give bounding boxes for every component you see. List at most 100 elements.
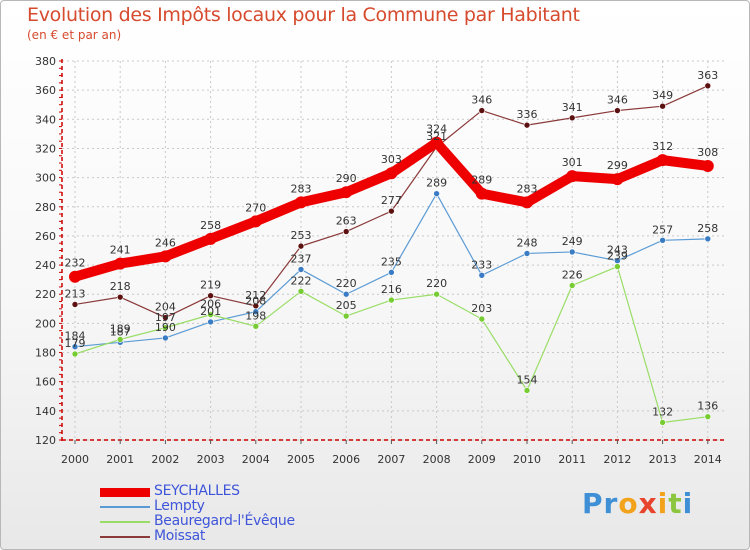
data-point — [614, 107, 621, 114]
data-point — [568, 114, 576, 122]
data-point — [478, 271, 486, 279]
data-point — [342, 290, 350, 298]
data-label: 258 — [697, 222, 718, 235]
data-point — [252, 322, 260, 330]
data-point — [614, 263, 621, 270]
x-tick-label: 2005 — [287, 453, 315, 466]
data-label: 204 — [155, 301, 176, 314]
data-point — [659, 102, 666, 110]
x-tick-label: 2009 — [468, 453, 496, 466]
data-point — [388, 207, 395, 215]
data-point — [162, 314, 169, 321]
legend-label-lempty: Lempty — [154, 498, 205, 514]
logo-letter: r — [603, 487, 619, 520]
x-tick-label: 2011 — [558, 453, 586, 466]
data-label: 136 — [697, 400, 718, 413]
data-label: 363 — [697, 69, 718, 82]
data-point — [116, 293, 124, 301]
data-point — [116, 336, 124, 343]
data-label: 303 — [381, 153, 402, 166]
data-label: 243 — [607, 244, 628, 257]
data-point — [568, 282, 576, 289]
data-point — [388, 296, 395, 304]
data-point — [611, 173, 624, 186]
data-point — [523, 121, 531, 129]
data-label: 198 — [245, 309, 266, 322]
data-label: 205 — [336, 299, 357, 312]
data-label: 241 — [110, 244, 131, 257]
proxiti-logo: Proxiti — [582, 487, 693, 520]
data-label: 184 — [65, 330, 86, 343]
data-label: 324 — [426, 123, 447, 136]
data-point — [478, 107, 486, 114]
data-point — [207, 311, 214, 318]
data-label: 308 — [697, 146, 718, 159]
data-point — [433, 290, 440, 298]
data-label: 239 — [607, 250, 628, 263]
data-label: 257 — [652, 223, 673, 236]
data-point — [704, 82, 712, 90]
data-point — [566, 170, 579, 183]
data-point — [297, 288, 305, 295]
data-point — [207, 292, 214, 299]
logo-letter: P — [582, 487, 604, 520]
y-tick-label: 280 — [35, 201, 56, 214]
data-point — [704, 235, 712, 243]
y-tick-label: 360 — [35, 84, 56, 97]
x-tick-label: 2003 — [197, 453, 225, 466]
data-label: 212 — [245, 289, 266, 302]
data-point — [430, 136, 443, 149]
data-label: 203 — [471, 302, 492, 315]
data-point — [342, 312, 350, 320]
data-label: 321 — [426, 130, 447, 143]
data-label: 346 — [471, 94, 492, 107]
x-tick-label: 2013 — [649, 453, 677, 466]
legend-swatch-seychalles — [100, 488, 150, 497]
data-label: 233 — [471, 258, 492, 271]
data-label: 206 — [200, 298, 221, 311]
data-label: 341 — [562, 101, 583, 114]
y-tick-label: 120 — [35, 434, 56, 447]
data-point — [385, 167, 398, 180]
legend-label-seychalles: SEYCHALLES — [154, 483, 240, 499]
data-label: 154 — [517, 373, 538, 386]
data-point — [207, 318, 214, 326]
x-tick-label: 2012 — [603, 453, 631, 466]
data-point — [340, 186, 353, 199]
x-tick-label: 2008 — [423, 453, 451, 466]
logo-letter: o — [618, 487, 639, 520]
y-tick-label: 300 — [35, 172, 56, 185]
data-label: 336 — [517, 108, 538, 121]
x-tick-label: 2004 — [242, 453, 270, 466]
data-label: 219 — [200, 279, 221, 292]
logo-letter: t — [668, 487, 683, 520]
y-tick-label: 260 — [35, 230, 56, 243]
data-label: 226 — [562, 268, 583, 281]
data-label: 235 — [381, 255, 402, 268]
data-point — [114, 257, 127, 270]
legend-swatch-beauregard — [100, 521, 150, 523]
chart-title: Evolution des Impôts locaux pour la Comm… — [27, 4, 580, 26]
data-label: 232 — [65, 257, 86, 270]
data-label: 263 — [336, 215, 357, 228]
chart-subtitle: (en € et par an) — [27, 28, 122, 42]
data-point — [204, 232, 217, 245]
data-point — [475, 187, 488, 200]
data-point — [701, 159, 714, 172]
x-tick-label: 2000 — [61, 453, 89, 466]
data-label: 277 — [381, 194, 402, 207]
data-label: 289 — [471, 174, 492, 187]
x-tick-label: 2001 — [106, 453, 134, 466]
data-point — [388, 269, 395, 276]
data-point — [478, 315, 486, 323]
legend-label-moissat: Moissat — [154, 528, 206, 544]
data-label: 222 — [291, 274, 312, 287]
data-label: 289 — [426, 177, 447, 190]
data-point — [659, 236, 666, 244]
data-label: 201 — [200, 305, 221, 318]
y-tick-label: 380 — [35, 55, 56, 68]
data-label: 249 — [562, 235, 583, 248]
data-point — [295, 196, 307, 209]
